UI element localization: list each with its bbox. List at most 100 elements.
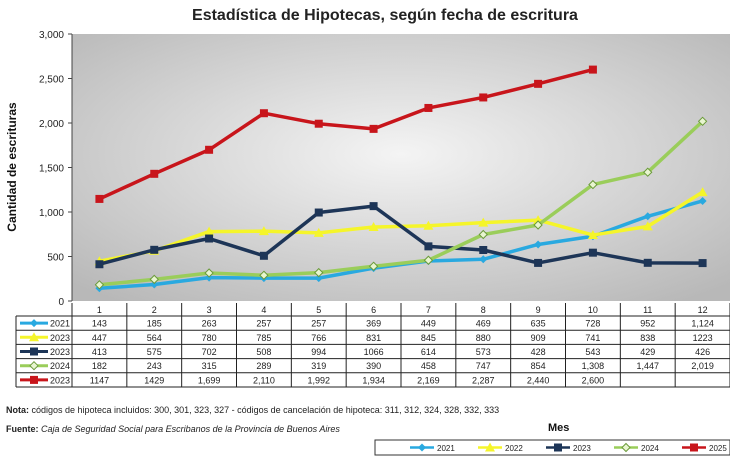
series-2024 — [94, 116, 708, 290]
data-point — [534, 258, 543, 267]
table-cell: 785 — [256, 333, 271, 343]
data-point — [485, 442, 495, 452]
table-cell: 573 — [476, 347, 491, 357]
table-cell: 766 — [311, 333, 326, 343]
data-point — [697, 187, 708, 197]
table-row-label: 2024 — [50, 361, 70, 371]
data-point — [30, 319, 38, 328]
data-point — [94, 280, 105, 290]
data-point — [30, 347, 38, 356]
data-point — [150, 169, 159, 178]
data-point — [29, 332, 39, 342]
table-cell: 243 — [147, 361, 162, 371]
table-cell: 1,447 — [636, 361, 659, 371]
table-cell: 780 — [202, 333, 217, 343]
series-line — [98, 67, 594, 201]
series-line — [98, 204, 703, 266]
table-cell: 728 — [585, 319, 600, 329]
table-cell: 469 — [476, 319, 491, 329]
table-cell: 1,124 — [691, 319, 714, 329]
data-point — [314, 274, 323, 283]
data-point — [368, 222, 379, 232]
data-point — [643, 258, 652, 267]
note-text: códigos de hipoteca incluidos: 300, 301,… — [29, 405, 500, 415]
table-cell: 1066 — [364, 347, 384, 357]
table-cell: 1,934 — [362, 375, 385, 385]
table-row-label: 2023 — [50, 375, 70, 385]
x-tick-label: 5 — [316, 305, 321, 315]
table-cell: 543 — [585, 347, 600, 357]
table-cell: 413 — [92, 347, 107, 357]
table-cell: 257 — [256, 319, 271, 329]
y-tick-label: 0 — [58, 297, 64, 308]
data-point — [150, 245, 159, 254]
table-cell: 1,699 — [198, 375, 221, 385]
data-point — [259, 251, 268, 260]
table-cell: 838 — [640, 333, 655, 343]
table-cell: 564 — [147, 333, 162, 343]
data-point — [423, 220, 434, 230]
data-point — [313, 227, 324, 237]
data-point — [588, 65, 597, 74]
table-cell: 369 — [366, 319, 381, 329]
data-point — [424, 242, 433, 251]
x-tick-label: 1 — [97, 305, 102, 315]
table-cell: 182 — [92, 361, 107, 371]
data-point — [314, 267, 324, 278]
y-tick-label: 1,500 — [39, 164, 64, 175]
table-cell: 458 — [421, 361, 436, 371]
table-cell: 2,440 — [527, 375, 550, 385]
table-cell: 909 — [531, 333, 546, 343]
table-cell: 289 — [256, 361, 271, 371]
series-2023 — [95, 65, 597, 203]
data-point — [418, 443, 426, 452]
table-cell: 1223 — [693, 333, 713, 343]
table-cell: 880 — [476, 333, 491, 343]
y-tick-label: 1,000 — [39, 208, 64, 219]
table-cell: 845 — [421, 333, 436, 343]
data-point — [149, 274, 159, 285]
table-cell: 952 — [640, 319, 655, 329]
source-text: Caja de Seguridad Social para Escribanos… — [41, 424, 340, 434]
table-cell: 449 — [421, 319, 436, 329]
data-point — [554, 443, 562, 452]
table-cell: 2,287 — [472, 375, 495, 385]
data-point — [30, 375, 38, 384]
x-axis-label: Mes — [548, 422, 570, 434]
table-cell: 2,110 — [253, 375, 275, 385]
x-tick-label: 6 — [371, 305, 376, 315]
table-cell: 575 — [147, 347, 162, 357]
data-point — [424, 103, 433, 112]
data-point — [369, 202, 378, 211]
data-point — [259, 109, 268, 118]
data-point — [697, 116, 708, 127]
data-point — [587, 230, 598, 240]
table-cell: 741 — [585, 333, 600, 343]
table-cell: 1,308 — [582, 361, 605, 371]
data-point — [368, 261, 379, 271]
table-cell: 1147 — [90, 375, 109, 385]
x-tick-label: 7 — [426, 305, 431, 315]
table-cell: 508 — [256, 347, 271, 357]
data-point — [259, 270, 269, 280]
data-point — [690, 443, 698, 452]
legend-entry: 2021 — [437, 444, 455, 453]
data-point — [534, 79, 543, 88]
y-tick-label: 500 — [47, 253, 64, 264]
table-row-label: 2023 — [50, 347, 70, 357]
table-cell: 426 — [695, 347, 710, 357]
source-label: Fuente: — [6, 424, 39, 434]
x-tick-label: 2 — [152, 305, 157, 315]
x-tick-label: 3 — [207, 305, 212, 315]
data-point — [479, 93, 488, 102]
data-point — [534, 240, 543, 249]
legend-entry: 2022 — [505, 444, 523, 453]
chart-title: Estadística de Hipotecas, según fecha de… — [192, 7, 578, 24]
data-point — [621, 442, 631, 453]
table-cell: 2,169 — [417, 375, 440, 385]
data-point — [205, 145, 214, 154]
table-cell: 747 — [476, 361, 491, 371]
table-cell: 854 — [531, 361, 546, 371]
table-cell: 614 — [421, 347, 436, 357]
